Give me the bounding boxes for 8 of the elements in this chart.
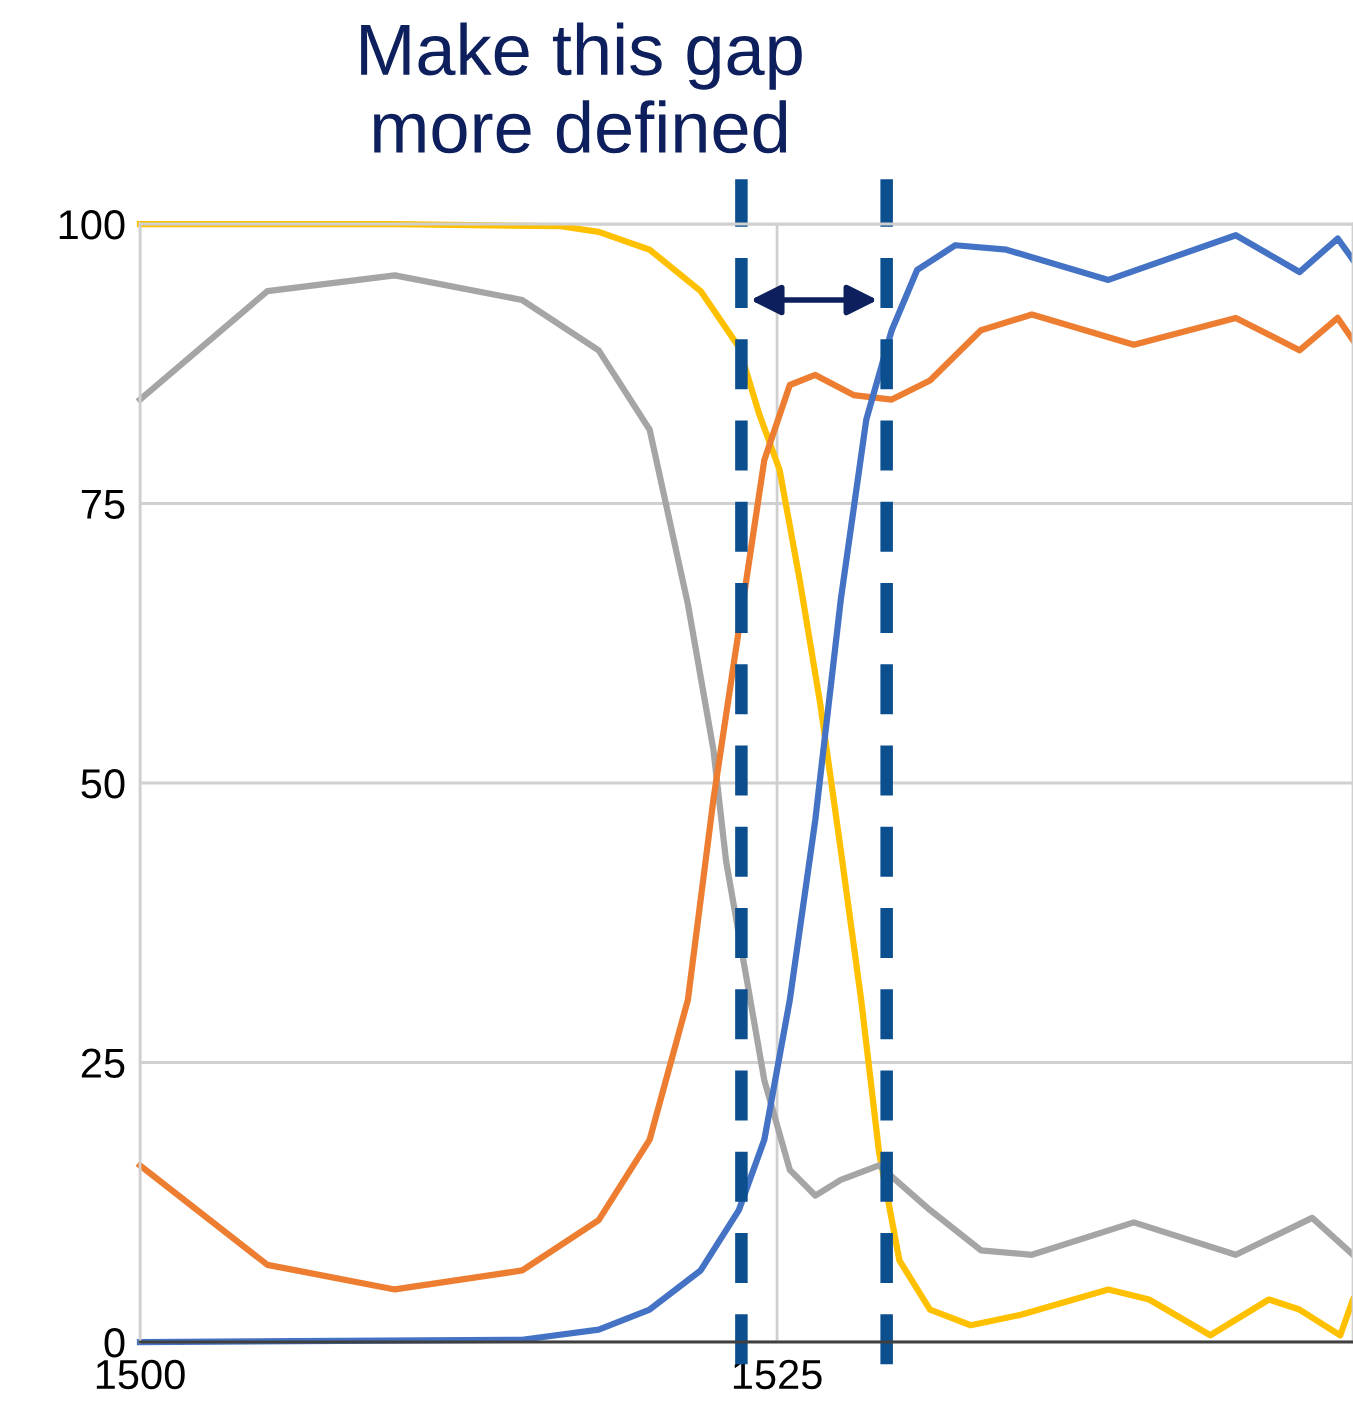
chart-title: Make this gap more defined bbox=[361, 22, 802, 154]
y-tick-label: 0 bbox=[104, 1328, 125, 1358]
y-tick-label: 75 bbox=[81, 489, 125, 520]
y-tick-label: 50 bbox=[81, 769, 125, 799]
x-tick-label: 1525 bbox=[733, 1359, 822, 1390]
x-tick-label: 1500 bbox=[96, 1359, 185, 1390]
y-tick-label: 100 bbox=[59, 210, 125, 240]
y-tick-label: 25 bbox=[81, 1048, 125, 1079]
